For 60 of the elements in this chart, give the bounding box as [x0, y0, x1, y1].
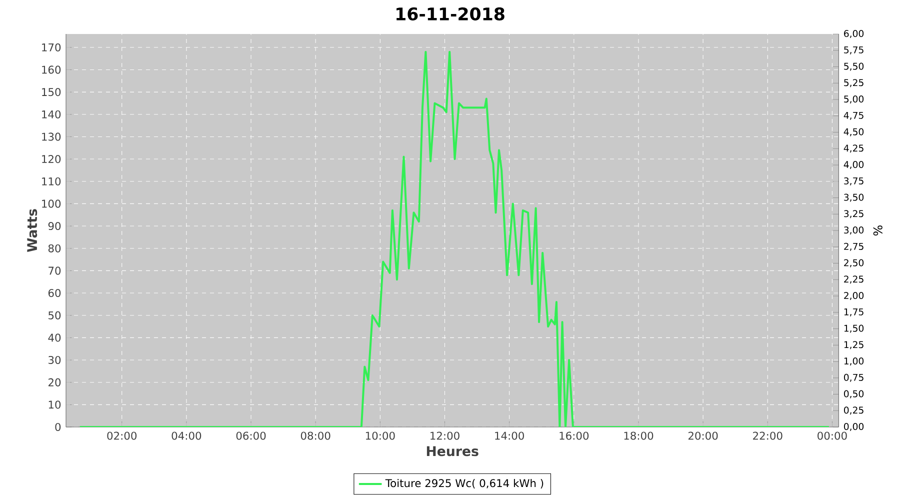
x-tick-label: 16:00 [560, 432, 589, 440]
y2-tick-label: 1,25 [844, 341, 864, 350]
x-tick-label: 20:00 [688, 432, 718, 440]
y2-tick-label: 5,00 [844, 96, 864, 104]
y-tick-label: 130 [42, 132, 61, 141]
y2-tick-label: 0,75 [844, 374, 864, 382]
x-tick-label: 08:00 [300, 432, 330, 440]
y-axis-title: Watts [27, 209, 38, 252]
y2-tick-label: 6,00 [844, 30, 864, 38]
y-tick-label: 160 [42, 66, 61, 74]
y-tick-label: 140 [42, 110, 61, 118]
y-tick-label: 90 [48, 222, 61, 230]
y-tick-label: 110 [42, 177, 61, 186]
y-tick-label: 170 [42, 43, 61, 52]
y2-tick-label: 2,00 [844, 292, 864, 300]
x-tick-label: 06:00 [236, 432, 266, 440]
x-tick-label: 04:00 [172, 432, 202, 440]
y2-tick-label: 2,50 [844, 259, 864, 268]
y2-tick-label: 0,25 [844, 406, 864, 415]
y-tick-label: 150 [42, 88, 61, 96]
y-tick-label: 120 [42, 155, 61, 164]
y-tick-label: 10 [48, 400, 61, 409]
y2-tick-label: 3,50 [844, 194, 864, 202]
y2-tick-label: 1,50 [844, 324, 864, 333]
legend-label: Toiture 2925 Wc( 0,614 kWh ) [385, 478, 544, 488]
y2-tick-label: 4,50 [844, 128, 864, 136]
y-tick-label: 20 [48, 378, 61, 386]
x-tick-label: 14:00 [495, 432, 524, 440]
y-tick-label: 100 [42, 200, 61, 208]
y2-tick-label: 5,25 [844, 79, 864, 88]
y-tick-label: 70 [48, 266, 61, 275]
y-tick-label: 80 [48, 244, 61, 252]
y2-tick-label: 5,75 [844, 46, 864, 54]
y2-tick-label: 3,00 [844, 226, 864, 235]
y-tick-label: 40 [48, 334, 61, 342]
y2-tick-label: 1,00 [844, 358, 864, 366]
y2-tick-label: 4,00 [844, 161, 864, 170]
y2-tick-label: 3,75 [844, 177, 864, 186]
x-tick-label: 10:00 [366, 432, 395, 440]
y2-axis-title: % [873, 225, 882, 236]
y2-tick-label: 2,25 [844, 276, 864, 284]
y2-tick-label: 4,75 [844, 112, 864, 120]
x-tick-label: 00:00 [818, 432, 847, 440]
chart-title: 16-11-2018 [396, 7, 504, 20]
y-tick-label: 60 [48, 288, 61, 298]
y-tick-label: 30 [48, 356, 61, 364]
x-axis-title: Heures [426, 446, 478, 456]
y2-tick-label: 2,75 [844, 242, 864, 251]
y-tick-label: 50 [48, 311, 61, 320]
x-tick-label: 02:00 [107, 432, 137, 440]
y-tick-label: 0 [55, 422, 61, 432]
y2-tick-label: 3,25 [844, 210, 864, 218]
y2-tick-label: 4,25 [844, 144, 864, 153]
x-tick-label: 12:00 [430, 432, 460, 440]
x-tick-label: 18:00 [624, 432, 654, 440]
y2-tick-label: 5,50 [844, 62, 864, 71]
y2-tick-label: 1,75 [844, 308, 864, 316]
x-tick-label: 22:00 [753, 432, 782, 440]
y2-tick-label: 0,50 [844, 390, 864, 398]
y2-tick-label: 0,00 [844, 423, 864, 432]
